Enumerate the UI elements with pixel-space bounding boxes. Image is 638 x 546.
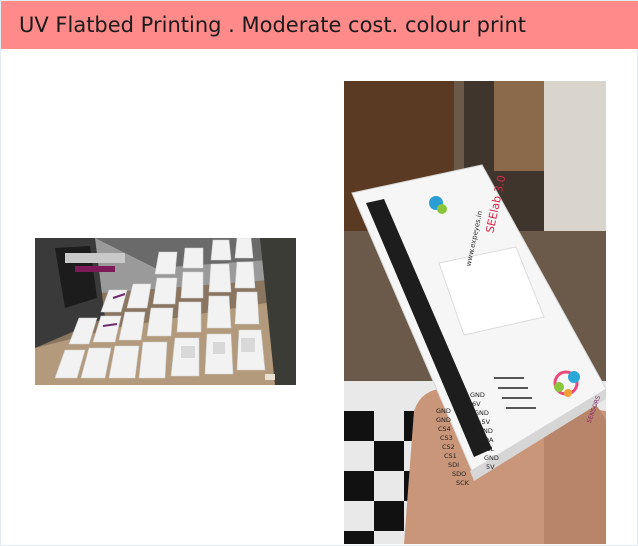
pin-label: SCK [456,479,470,487]
slide-title: UV Flatbed Printing . Moderate cost. col… [19,13,526,37]
seelab-board-photo: SEElab 3.0 www.expeyes.in SENSORS GND GN… [344,81,606,544]
pin-label: GND [484,454,499,462]
pin-label: SCL [482,445,495,453]
pin-label: GND [470,391,485,399]
pin-label: GND [474,409,489,417]
pin-label: CS2 [442,443,455,451]
seelab-board [351,164,606,481]
pin-label: 5V [486,463,495,471]
printer-bed-image [35,238,296,385]
right-pin-labels: GND 6V GND +5V GND SDA SCL GND 5V [470,391,499,471]
pin-label: GND [436,416,451,424]
pin-label: SDO [452,470,466,478]
pin-label: CS4 [438,425,451,433]
pin-label: CS1 [444,452,457,460]
seelab-board-image: SEElab 3.0 www.expeyes.in SENSORS GND GN… [344,81,606,544]
pin-label: SDI [448,461,459,469]
left-pin-labels: GND GND CS4 CS3 CS2 CS1 SDI SDO SCK [436,407,470,487]
pin-label: GND [478,427,493,435]
pin-label: GND [436,407,451,415]
pin-label: CS3 [440,434,453,442]
title-bar: UV Flatbed Printing . Moderate cost. col… [1,1,638,49]
pin-label: 6V [472,400,481,408]
printer-bed-photo [35,238,296,385]
pin-label: +5V [476,418,491,426]
pin-label: SDA [480,436,494,444]
